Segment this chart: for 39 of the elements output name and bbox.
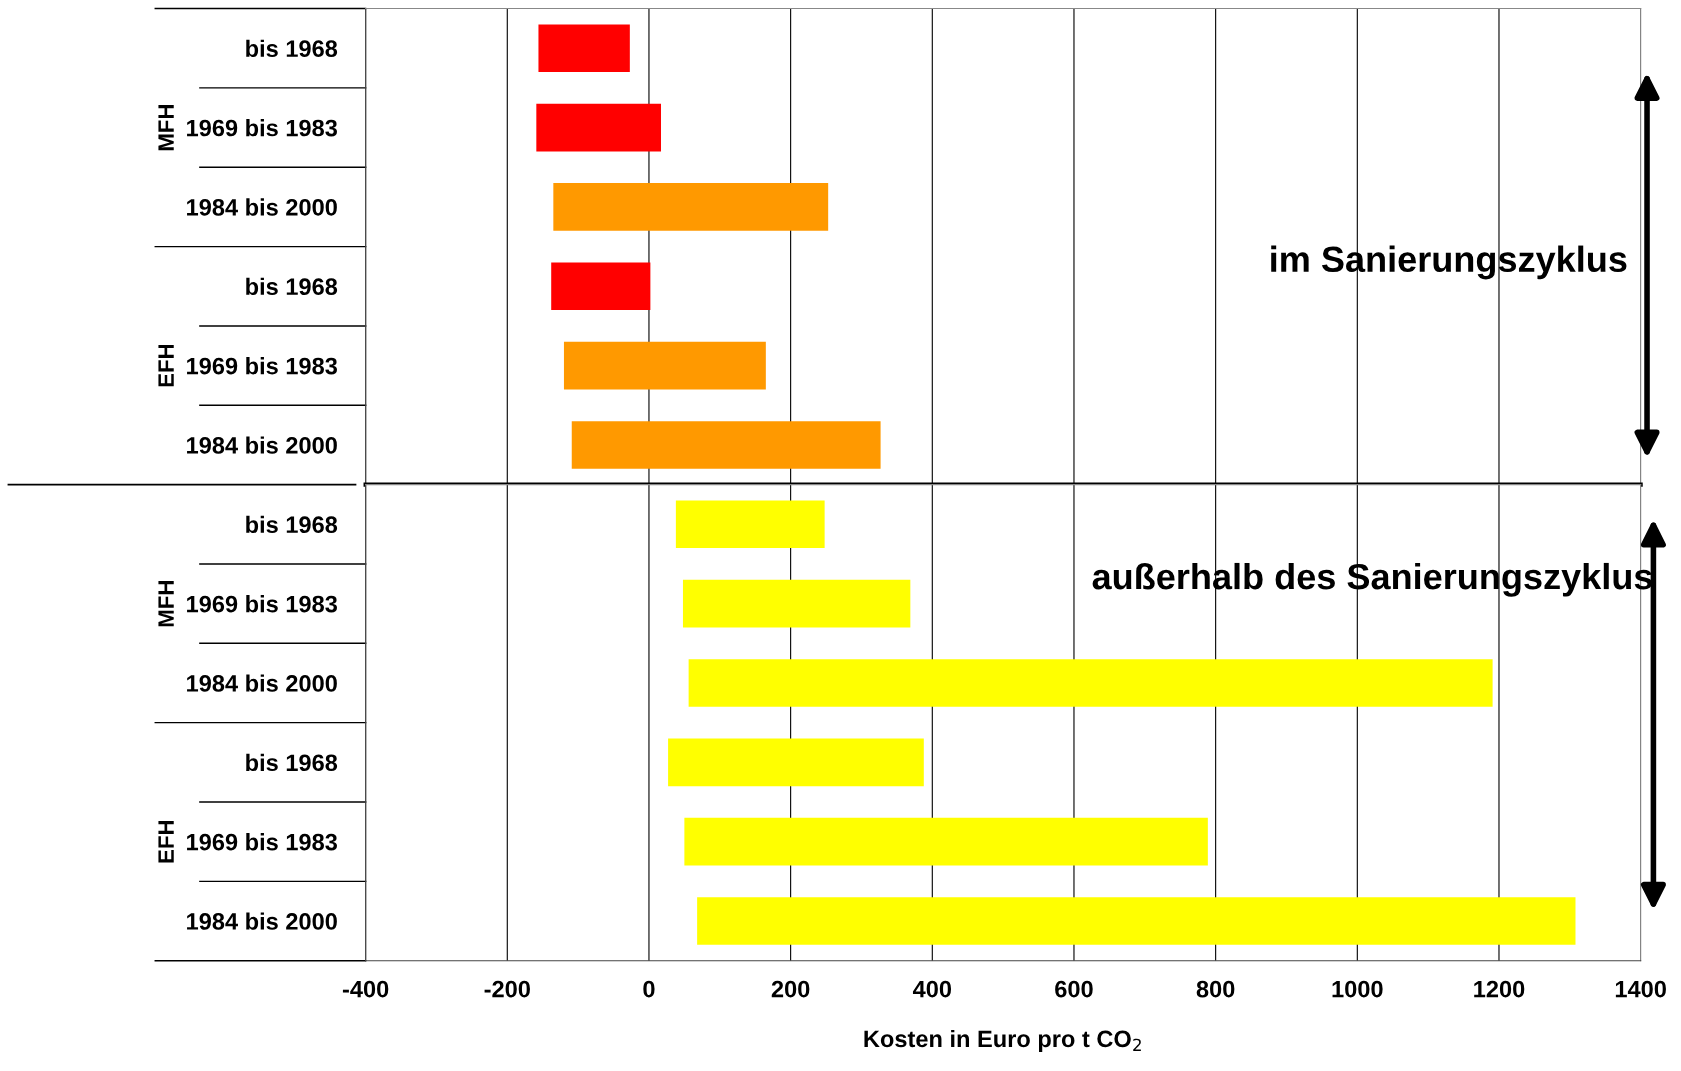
x-tick-label: -200 [484, 980, 530, 998]
text: MFH [158, 581, 174, 627]
text: MFH [158, 105, 174, 151]
x-tick-label: 0 [643, 980, 655, 998]
y-tick-label: 1984 bis 2000 [187, 674, 337, 692]
y-tick-label: bis 1968 [246, 39, 338, 58]
y-tick-label: 1984 bis 2000 [187, 436, 337, 454]
bar [697, 897, 1576, 945]
bar [536, 103, 661, 152]
bar [538, 24, 630, 73]
bar [563, 341, 766, 390]
x-axis-title: Kosten in Euro pro t CO$_{2}$ [864, 1029, 1141, 1052]
bar [551, 262, 651, 311]
bar [668, 738, 924, 787]
y-tick-label: 1984 bis 2000 [187, 912, 337, 930]
x-tick-label: 200 [771, 980, 810, 998]
x-tick-label: 1400 [1615, 980, 1666, 998]
bar [553, 183, 829, 231]
y-tick-label: 1984 bis 2000 [187, 198, 337, 216]
x-tick-label: 1000 [1332, 980, 1383, 998]
y-tick-label: 1969 bis 1983 [187, 119, 337, 137]
bar [688, 659, 1493, 707]
bar [684, 817, 1208, 866]
x-tick-label: 400 [912, 980, 952, 998]
bar [571, 421, 881, 469]
x-tick-label: 600 [1055, 980, 1093, 998]
x-tick-label: -400 [342, 980, 389, 998]
text: EFH [158, 344, 174, 387]
bar [675, 500, 825, 549]
y-tick-label: bis 1968 [246, 277, 338, 296]
y-tick-label: 1969 bis 1983 [187, 595, 337, 613]
y-tick-label: 1969 bis 1983 [187, 357, 337, 375]
text: EFH [158, 820, 174, 863]
x-tick-label: 800 [1196, 980, 1235, 998]
y-tick-label: bis 1968 [246, 515, 338, 534]
y-tick-label: 1969 bis 1983 [187, 833, 337, 851]
bar [682, 579, 911, 628]
y-tick-label: bis 1968 [246, 753, 338, 772]
x-tick-label: 1200 [1474, 980, 1525, 998]
